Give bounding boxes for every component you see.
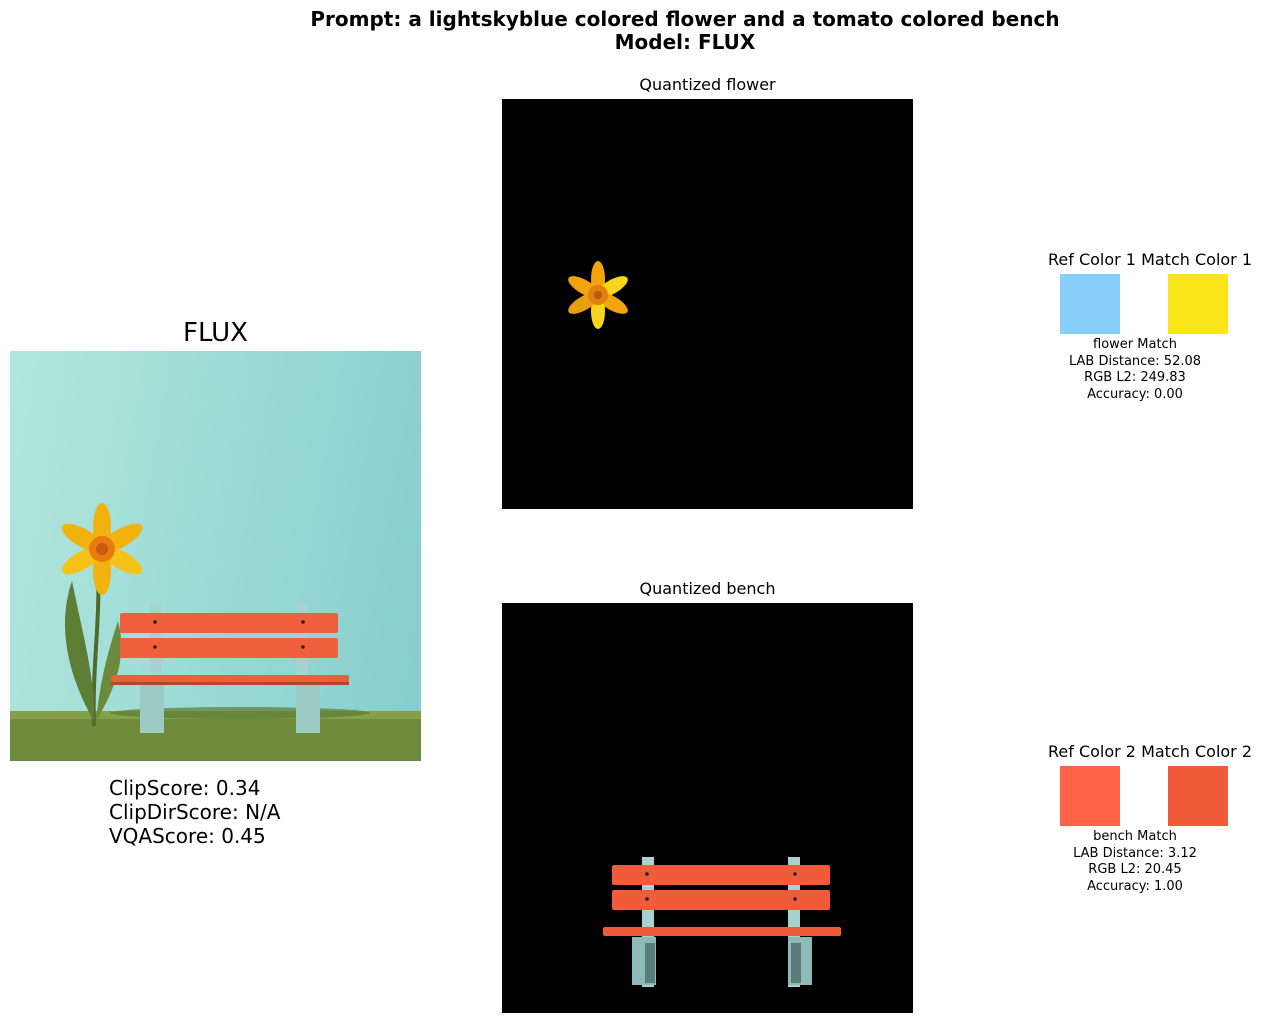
ref-color-swatch-1 bbox=[1060, 274, 1120, 334]
bench-icon bbox=[603, 857, 841, 987]
clip-score: ClipScore: 0.34 bbox=[109, 776, 261, 800]
prompt-text: Prompt: a lightskyblue colored flower an… bbox=[310, 7, 1060, 31]
generated-scene bbox=[10, 503, 421, 761]
vqa-score: VQAScore: 0.45 bbox=[109, 824, 266, 848]
match-label: flower Match bbox=[1093, 337, 1177, 352]
quantized-bench-image bbox=[502, 603, 913, 1013]
match-label: bench Match bbox=[1093, 829, 1177, 844]
panel-title-bench: Quantized bench bbox=[639, 579, 776, 598]
match-color-swatch-2 bbox=[1168, 766, 1228, 826]
ref-title-2: Ref Color 2 Match Color 2 bbox=[1047, 742, 1253, 761]
rgb-l2: RGB L2: 249.83 bbox=[1084, 370, 1186, 385]
lab-distance: LAB Distance: 3.12 bbox=[1073, 845, 1197, 861]
ref-color-swatch-2 bbox=[1060, 766, 1120, 826]
grass bbox=[10, 711, 421, 761]
bench-icon bbox=[111, 603, 349, 733]
panel-title-flower: Quantized flower bbox=[639, 75, 776, 94]
ref-title-1: Ref Color 1 Match Color 1 bbox=[1047, 250, 1253, 269]
match-info-1: flower Match LAB Distance: 52.08 RGB L2:… bbox=[1035, 337, 1235, 403]
clipdir-score: ClipDirScore: N/A bbox=[109, 800, 281, 824]
model-label: FLUX bbox=[183, 318, 248, 348]
rgb-l2: RGB L2: 20.45 bbox=[1088, 862, 1182, 877]
flower-icon bbox=[568, 261, 628, 329]
match-color-swatch-1 bbox=[1168, 274, 1228, 334]
quantized-flower-image bbox=[502, 99, 913, 509]
flower-icon bbox=[61, 503, 143, 727]
score-list: ClipScore: 0.34 ClipDirScore: N/A VQASco… bbox=[109, 776, 280, 848]
model-text: Model: FLUX bbox=[614, 30, 756, 54]
match-info-2: bench Match LAB Distance: 3.12 RGB L2: 2… bbox=[1035, 829, 1235, 895]
generated-image bbox=[10, 351, 421, 761]
figure-title: Prompt: a lightskyblue colored flower an… bbox=[0, 8, 1265, 54]
accuracy: Accuracy: 1.00 bbox=[1087, 878, 1183, 894]
lab-distance: LAB Distance: 52.08 bbox=[1068, 353, 1202, 369]
accuracy: Accuracy: 0.00 bbox=[1087, 386, 1183, 402]
